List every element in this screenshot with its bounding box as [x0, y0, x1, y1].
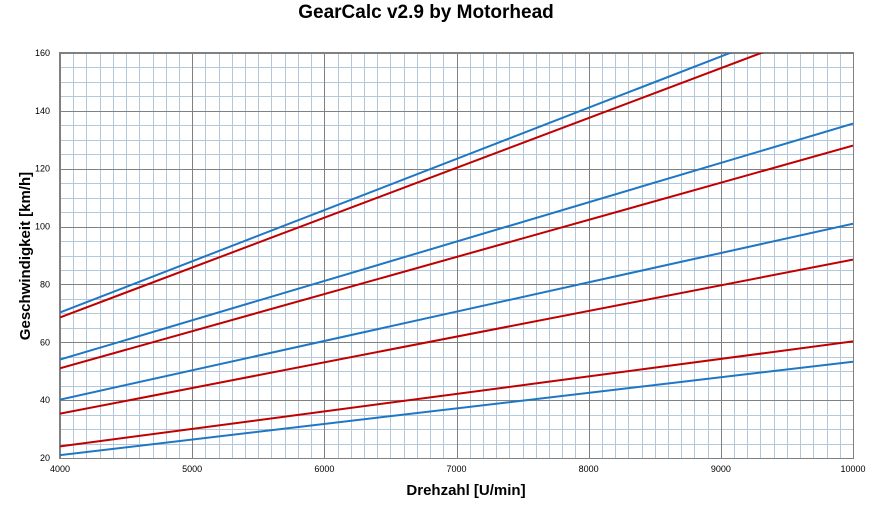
- y-tick-label: 20: [40, 453, 50, 463]
- chart-title: GearCalc v2.9 by Motorhead: [298, 2, 554, 23]
- y-tick-label: 160: [35, 48, 50, 58]
- series-line-6: [60, 122, 853, 361]
- minor-grid: [60, 53, 854, 459]
- plot-area-border: [59, 52, 854, 459]
- series-line-1: [60, 360, 853, 457]
- series-line-5: [60, 144, 853, 370]
- x-tick-label: 10000: [840, 464, 865, 474]
- y-tick-label: 80: [40, 279, 50, 289]
- series-lines: [60, 53, 853, 457]
- y-tick-label: 140: [35, 106, 50, 116]
- x-tick-label: 7000: [446, 464, 466, 474]
- y-tick-label: 100: [35, 222, 50, 232]
- x-tick-label: 9000: [711, 464, 731, 474]
- x-tick-label: 6000: [314, 464, 334, 474]
- series-line-2: [60, 340, 853, 448]
- y-axis-label: Geschwindigkeit [km/h]: [17, 172, 34, 340]
- series-line-4: [60, 222, 853, 401]
- x-tick-label: 4000: [50, 464, 70, 474]
- series-line-7: [60, 53, 764, 319]
- x-axis-ticks: 4000 5000 6000 7000 8000 9000 10000: [50, 464, 866, 474]
- y-tick-label: 120: [35, 164, 50, 174]
- x-axis-label: Drehzahl [U/min]: [406, 482, 525, 499]
- y-axis-ticks: 20 40 60 80 100 120 140 160: [35, 48, 50, 463]
- chart-area-background: [0, 38, 879, 513]
- x-tick-label: 5000: [182, 464, 202, 474]
- x-tick-label: 8000: [579, 464, 599, 474]
- series-line-3: [60, 258, 853, 415]
- series-line-8: [60, 53, 733, 314]
- y-tick-label: 40: [40, 395, 50, 405]
- y-tick-label: 60: [40, 337, 50, 347]
